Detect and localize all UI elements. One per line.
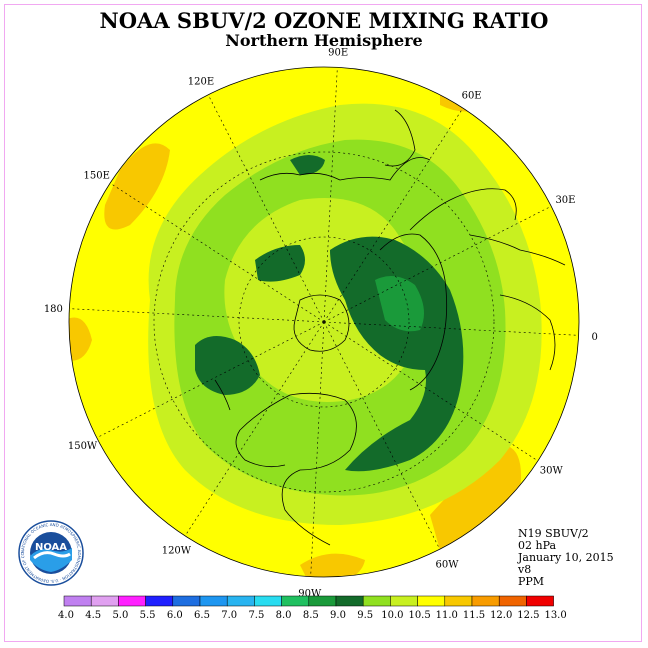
colorbar-label: 7.0	[221, 610, 237, 621]
colorbar-swatch	[172, 595, 201, 607]
colorbar-swatch	[226, 595, 255, 607]
colorbar-swatch	[417, 595, 446, 607]
colorbar-swatch	[145, 595, 174, 607]
ozone-field	[69, 67, 579, 577]
colorbar-label: 6.0	[167, 610, 183, 621]
info-date: January 10, 2015	[518, 551, 614, 564]
colorbar: 4.0 4.5 5.0 5.5 6.0 6.5 7.0 7.5 8.0 8.5 9.0 9.5 10.0…	[58, 595, 567, 621]
ozone-patch-orange	[300, 553, 365, 577]
colorbar-swatch	[526, 595, 554, 607]
colorbar-label: 9.5	[357, 610, 373, 621]
info-instrument: N19 SBUV/2	[518, 527, 589, 540]
colorbar-swatch	[118, 595, 146, 607]
longitude-label: 60W	[436, 559, 460, 570]
colorbar-swatch	[471, 595, 500, 607]
colorbar-label: 4.5	[85, 610, 101, 621]
longitude-label: 90E	[328, 47, 348, 58]
colorbar-label: 5.5	[140, 610, 156, 621]
longitude-label: 0	[591, 332, 597, 343]
ozone-patch-orange	[430, 445, 521, 550]
coastlines	[214, 109, 566, 546]
longitude-label: 30W	[540, 466, 564, 477]
colorbar-label: 8.5	[303, 610, 319, 621]
colorbar-swatch	[362, 595, 391, 607]
colorbar-label: 12.5	[517, 610, 539, 621]
colorbar-label: 5.0	[112, 610, 128, 621]
ozone-region-8-5	[195, 336, 260, 395]
colorbar-swatch	[63, 595, 92, 607]
colorbar-swatch	[281, 595, 310, 607]
longitude-label: 120E	[188, 77, 214, 88]
ozone-region-8-5	[255, 245, 305, 282]
latitude-circles	[153, 151, 495, 493]
colorbar-label: 12.0	[490, 610, 512, 621]
colorbar-label: 8.0	[276, 610, 292, 621]
colorbar-swatch	[308, 595, 337, 607]
longitude-label: 30E	[555, 195, 575, 206]
colorbar-swatch	[90, 595, 119, 607]
logo-text: NOAA	[35, 542, 67, 553]
longitude-label: 90W	[298, 589, 322, 600]
globe-outline	[68, 66, 580, 578]
colorbar-swatch	[498, 595, 527, 607]
page-title: NOAA SBUV/2 OZONE MIXING RATIO	[99, 8, 549, 33]
colorbar-label: 11.5	[463, 610, 485, 621]
colorbar-label: 10.5	[408, 610, 430, 621]
info-level: 02 hPa	[518, 539, 557, 552]
frame-border	[4, 4, 642, 642]
colorbar-label: 4.0	[58, 610, 74, 621]
colorbar-label: 10.0	[381, 610, 403, 621]
longitude-labels: 90E 60E 30E 0 30W 60W 90W 120W 150W 180 150E 120E	[44, 47, 598, 599]
ozone-region-8-5	[330, 236, 464, 472]
longitude-label: 150W	[68, 441, 98, 452]
page-subtitle: Northern Hemisphere	[225, 31, 423, 50]
longitude-label: 60E	[462, 91, 482, 102]
colorbar-swatch	[254, 595, 282, 607]
ozone-region-8-5	[290, 155, 325, 175]
colorbar-swatch	[199, 595, 228, 607]
ozone-patch-orange	[69, 317, 92, 361]
colorbar-label: 9.0	[330, 610, 346, 621]
colorbar-swatch	[444, 595, 473, 607]
colorbar-swatch	[335, 595, 364, 607]
colorbar-label: 6.5	[194, 610, 210, 621]
noaa-logo: NOAA NATIONAL OCEANIC AND ATMOSPHERIC AD…	[18, 520, 84, 586]
longitude-label: 150E	[84, 170, 110, 181]
colorbar-label: 13.0	[544, 610, 566, 621]
ozone-patch-orange	[104, 143, 170, 230]
info-version: v8	[518, 563, 532, 576]
longitude-label: 120W	[162, 545, 192, 556]
colorbar-swatch	[390, 595, 418, 607]
colorbar-label: 11.0	[436, 610, 458, 621]
colorbar-label: 7.5	[248, 610, 264, 621]
longitude-label: 180	[44, 304, 63, 315]
info-units: PPM	[518, 575, 545, 588]
